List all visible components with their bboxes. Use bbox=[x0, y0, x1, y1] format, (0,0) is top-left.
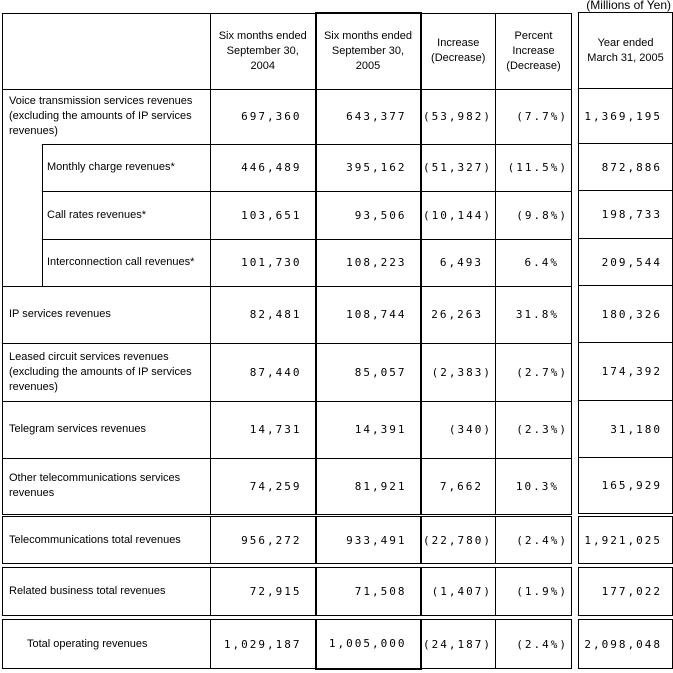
cell-increase: (53,982) bbox=[420, 88, 496, 145]
table-row: Voice transmission services revenues (ex… bbox=[2, 88, 572, 145]
cell-increase: (2,383) bbox=[420, 342, 496, 402]
cell-2005: 85,057 bbox=[314, 342, 422, 402]
table-row: Related business total revenues 72,915 7… bbox=[2, 567, 572, 616]
column-header-2005: Six months ended September 30, 2005 bbox=[314, 12, 422, 90]
cell-increase: 26,263 bbox=[420, 285, 496, 344]
cell-2005: 14,391 bbox=[314, 400, 422, 459]
row-label: Call rates revenues* bbox=[42, 190, 211, 240]
cell-percent: (2.4%) bbox=[495, 516, 572, 564]
table-row: Total operating revenues 1,029,187 1,005… bbox=[2, 619, 572, 670]
column-header-2004: Six months ended September 30, 2004 bbox=[210, 12, 316, 90]
cell-2004: 14,731 bbox=[210, 400, 316, 459]
cell-increase: (22,780) bbox=[420, 516, 496, 564]
table-row: Other telecommunications services revenu… bbox=[2, 457, 572, 515]
cell-percent: (2.7%) bbox=[495, 342, 572, 402]
cell-year: 180,326 bbox=[578, 285, 673, 343]
cell-2004: 1,029,187 bbox=[210, 619, 316, 669]
cell-2004: 74,259 bbox=[210, 457, 316, 515]
year-column-table: Year ended March 31, 2005 1,369,195 872,… bbox=[578, 12, 673, 514]
corner-cell bbox=[2, 12, 211, 90]
cell-increase: (340) bbox=[420, 400, 496, 459]
cell-2005: 933,491 bbox=[314, 516, 422, 564]
indent-spacer bbox=[2, 239, 43, 286]
cell-increase: 7,662 bbox=[420, 457, 496, 515]
cell-2005: 108,744 bbox=[314, 285, 422, 344]
cell-year: 209,544 bbox=[578, 238, 673, 286]
cell-percent: 10.3% bbox=[495, 457, 572, 515]
summary-table-telecom-total: Telecommunications total revenues 956,27… bbox=[2, 516, 572, 564]
row-label: IP services revenues bbox=[2, 285, 211, 344]
row-label: Interconnection call revenues* bbox=[42, 238, 211, 287]
cell-percent: (1.9%) bbox=[495, 567, 572, 616]
cell-2005: 71,508 bbox=[314, 567, 422, 616]
cell-2005: 93,506 bbox=[314, 190, 422, 240]
cell-year: 165,929 bbox=[578, 457, 673, 514]
year-summary-telecom-total: 1,921,025 bbox=[578, 516, 673, 564]
cell-2005: 1,005,000 bbox=[314, 619, 422, 670]
summary-table-total-operating: Total operating revenues 1,029,187 1,005… bbox=[2, 619, 572, 670]
cell-percent: (2.3%) bbox=[495, 400, 572, 459]
column-header-percent: Percent Increase (Decrease) bbox=[495, 12, 572, 90]
row-label: Other telecommunications services revenu… bbox=[2, 457, 211, 515]
cell-2004: 82,481 bbox=[210, 285, 316, 344]
column-header-year: Year ended March 31, 2005 bbox=[578, 12, 673, 89]
row-label: Related business total revenues bbox=[2, 567, 211, 616]
cell-increase: (51,327) bbox=[420, 143, 496, 192]
cell-percent: 6.4% bbox=[495, 238, 572, 287]
cell-2005: 81,921 bbox=[314, 457, 422, 515]
cell-percent: (2.4%) bbox=[495, 619, 572, 669]
cell-2005: 108,223 bbox=[314, 238, 422, 287]
table-row: Telegram services revenues 14,731 14,391… bbox=[2, 400, 572, 459]
main-table: Six months ended September 30, 2004 Six … bbox=[2, 12, 572, 515]
cell-year: 198,733 bbox=[578, 190, 673, 239]
cell-increase: (24,187) bbox=[420, 619, 496, 669]
cell-2004: 72,915 bbox=[210, 567, 316, 616]
table-row: Call rates revenues* 103,651 93,506 (10,… bbox=[2, 190, 572, 240]
row-label: Total operating revenues bbox=[2, 619, 211, 669]
cell-year: 174,392 bbox=[578, 342, 673, 401]
header-row: Six months ended September 30, 2004 Six … bbox=[2, 12, 572, 90]
row-label: Monthly charge revenues* bbox=[42, 143, 211, 192]
cell-2004: 87,440 bbox=[210, 342, 316, 402]
row-label: Telegram services revenues bbox=[2, 400, 211, 459]
cell-increase: (1,407) bbox=[420, 567, 496, 616]
cell-year: 31,180 bbox=[578, 400, 673, 458]
cell-percent: (11.5%) bbox=[495, 143, 572, 192]
table-row: Leased circuit services revenues (exclud… bbox=[2, 342, 572, 402]
cell-year: 1,369,195 bbox=[578, 88, 673, 144]
row-label: Voice transmission services revenues (ex… bbox=[2, 88, 211, 144]
cell-2004: 956,272 bbox=[210, 516, 316, 564]
cell-percent: (7.7%) bbox=[495, 88, 572, 145]
year-summary-total-operating: 2,098,048 bbox=[578, 619, 673, 669]
row-label: Leased circuit services revenues (exclud… bbox=[2, 342, 211, 402]
column-header-increase: Increase (Decrease) bbox=[420, 12, 496, 90]
cell-2004: 103,651 bbox=[210, 190, 316, 240]
cell-increase: (10,144) bbox=[420, 190, 496, 240]
cell-increase: 6,493 bbox=[420, 238, 496, 287]
cell-percent: 31.8% bbox=[495, 285, 572, 344]
table-row: Telecommunications total revenues 956,27… bbox=[2, 516, 572, 564]
year-summary-related-business: 177,022 bbox=[578, 567, 673, 616]
table-row: IP services revenues 82,481 108,744 26,2… bbox=[2, 285, 572, 344]
table-row: Interconnection call revenues* 101,730 1… bbox=[2, 238, 572, 287]
indent-spacer bbox=[2, 144, 43, 191]
cell-2004: 697,360 bbox=[210, 88, 316, 145]
cell-year: 872,886 bbox=[578, 143, 673, 191]
row-label: Telecommunications total revenues bbox=[2, 516, 211, 564]
cell-2004: 101,730 bbox=[210, 238, 316, 287]
cell-percent: (9.8%) bbox=[495, 190, 572, 240]
cell-year: 1,921,025 bbox=[578, 516, 673, 564]
summary-table-related-business: Related business total revenues 72,915 7… bbox=[2, 567, 572, 616]
table-row: Monthly charge revenues* 446,489 395,162… bbox=[2, 143, 572, 192]
cell-2005: 643,377 bbox=[314, 88, 422, 145]
cell-2005: 395,162 bbox=[314, 143, 422, 192]
cell-year: 2,098,048 bbox=[578, 619, 673, 669]
cell-year: 177,022 bbox=[578, 567, 673, 616]
indent-spacer bbox=[2, 191, 43, 239]
cell-2004: 446,489 bbox=[210, 143, 316, 192]
